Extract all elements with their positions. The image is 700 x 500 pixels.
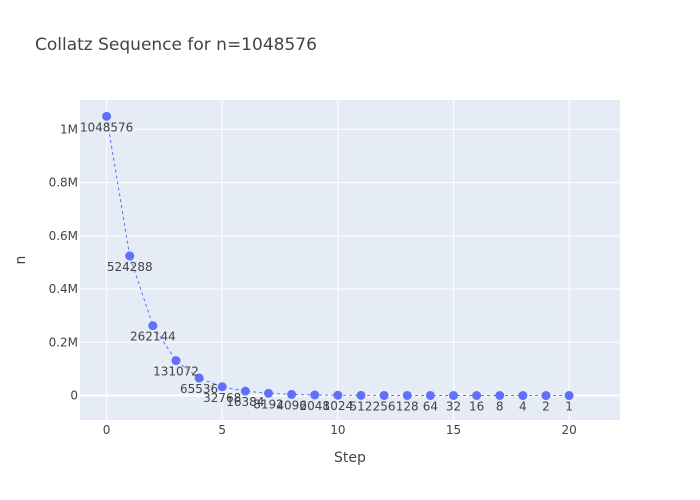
data-label: 256: [373, 399, 396, 413]
data-point: [125, 251, 135, 261]
data-point: [240, 386, 250, 396]
data-point: [148, 321, 158, 331]
data-point: [425, 390, 435, 400]
data-label: 524288: [107, 260, 153, 274]
data-point: [495, 391, 505, 401]
data-label: 1024: [323, 399, 354, 413]
data-point: [518, 391, 528, 401]
data-label: 512: [350, 399, 373, 413]
x-tick-label: 10: [330, 423, 345, 437]
data-label: 8: [496, 400, 504, 414]
data-point: [402, 390, 412, 400]
data-label: 4096: [276, 398, 307, 412]
x-tick-label: 15: [446, 423, 461, 437]
data-label: 128: [396, 399, 419, 413]
data-point: [379, 390, 389, 400]
data-label: 65536: [180, 382, 218, 396]
x-tick-label: 20: [561, 423, 576, 437]
data-label: 16384: [226, 395, 264, 409]
data-markers: [102, 111, 574, 401]
data-label: 4: [519, 400, 527, 414]
y-axis-title: n: [13, 256, 29, 265]
data-label: 2: [542, 400, 550, 414]
data-point: [287, 389, 297, 399]
data-labels: 1048576 524288 262144 131072 655363276816384…: [80, 120, 573, 413]
axis-tick-labels: 0 5 10 15 20 0 0.2M 0.4M 0.6M 0.8M 1M: [49, 122, 577, 437]
x-tick-label: 0: [103, 423, 111, 437]
data-point: [217, 382, 227, 392]
data-point: [448, 390, 458, 400]
y-tick-label: 0: [70, 389, 78, 403]
data-point: [564, 391, 574, 401]
y-tick-label: 0.4M: [49, 282, 78, 296]
x-axis-title: Step: [334, 450, 366, 466]
data-point: [310, 390, 320, 400]
data-point: [171, 356, 181, 366]
data-point: [541, 391, 551, 401]
data-label: 1: [565, 400, 573, 414]
data-label: 32768: [203, 391, 241, 405]
data-point: [102, 111, 112, 121]
data-point: [356, 390, 366, 400]
data-label: 32: [446, 399, 461, 413]
x-tick-label: 5: [218, 423, 226, 437]
data-point: [472, 391, 482, 401]
data-point: [194, 373, 204, 383]
plot-area-background: [80, 100, 620, 420]
y-tick-label: 0.8M: [49, 176, 78, 190]
data-label: 16: [469, 400, 484, 414]
data-label: 262144: [130, 330, 176, 344]
data-label: 1048576: [80, 120, 133, 134]
data-label: 131072: [153, 365, 199, 379]
y-tick-label: 0.6M: [49, 229, 78, 243]
chart-title: Collatz Sequence for n=1048576: [35, 35, 317, 55]
data-label: 8192: [253, 397, 284, 411]
data-label: 2048: [299, 399, 330, 413]
y-tick-label: 1M: [60, 122, 78, 136]
data-point: [263, 388, 273, 398]
data-point: [333, 390, 343, 400]
y-tick-label: 0.2M: [49, 335, 78, 349]
data-label: 64: [423, 399, 438, 413]
